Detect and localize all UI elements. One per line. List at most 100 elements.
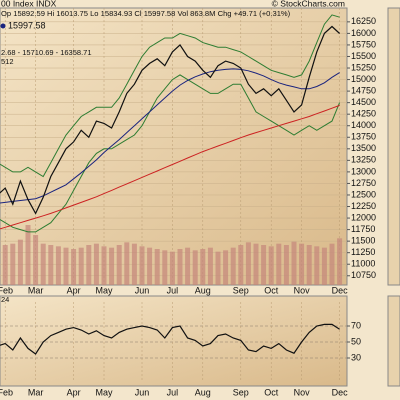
bb-label: 2.68 - 15710.69 - 16358.71 bbox=[1, 48, 92, 57]
volume-bar bbox=[177, 249, 183, 285]
x-tick-label: Dec bbox=[332, 285, 349, 295]
volume-bar bbox=[78, 247, 84, 285]
rsi-panel bbox=[0, 295, 348, 387]
x-tick-label: May bbox=[95, 387, 113, 397]
volume-bar bbox=[223, 250, 229, 285]
y-tick-label: 16000 bbox=[351, 28, 376, 38]
volume-bar bbox=[276, 243, 282, 285]
x-tick-label: Aug bbox=[195, 285, 211, 295]
copyright: © StockCharts.com bbox=[272, 0, 345, 8]
volume-bar bbox=[101, 246, 107, 285]
volume-bar bbox=[283, 245, 289, 285]
side-panel bbox=[387, 7, 400, 286]
volume-bar bbox=[33, 235, 39, 285]
volume-bar bbox=[124, 242, 130, 285]
volume-bar bbox=[306, 245, 312, 285]
volume-bar bbox=[48, 245, 54, 285]
y-tick-label: 70 bbox=[351, 320, 361, 330]
x-tick-label: Dec bbox=[332, 387, 349, 397]
volume-bar bbox=[169, 251, 175, 285]
volume-bar bbox=[147, 247, 153, 285]
volume-bar bbox=[268, 246, 274, 285]
volume-bar bbox=[337, 238, 343, 285]
y-tick-label: 11000 bbox=[351, 259, 375, 269]
volume-bar bbox=[321, 247, 327, 285]
x-tick-label: Feb bbox=[0, 285, 13, 295]
volume-bar bbox=[238, 245, 244, 285]
volume-bar bbox=[86, 245, 92, 285]
volume-bar bbox=[200, 249, 206, 285]
y-tick-label: 13250 bbox=[351, 155, 376, 165]
volume-bar bbox=[71, 249, 77, 285]
x-tick-label: Sep bbox=[233, 285, 249, 295]
y-tick-label: 13000 bbox=[351, 166, 376, 176]
y-tick-label: 11750 bbox=[351, 224, 375, 234]
y-tick-label: 15000 bbox=[351, 74, 376, 84]
y-tick-label: 12500 bbox=[351, 189, 376, 199]
volume-bar bbox=[17, 239, 23, 285]
volume-bar bbox=[215, 251, 221, 285]
series-line bbox=[0, 323, 340, 355]
y-tick-label: 16250 bbox=[351, 16, 376, 26]
volume-bar bbox=[207, 247, 213, 285]
series-line bbox=[0, 74, 341, 233]
volume-bar bbox=[116, 245, 122, 285]
x-tick-label: Oct bbox=[264, 387, 279, 397]
y-tick-label: 30 bbox=[351, 352, 361, 362]
x-tick-label: Jun bbox=[135, 387, 150, 397]
volume-bar bbox=[25, 225, 31, 285]
volume-bar bbox=[261, 245, 267, 285]
volume-bar bbox=[154, 249, 160, 285]
y-tick-label: 14000 bbox=[351, 120, 376, 130]
x-tick-label: Sep bbox=[233, 387, 249, 397]
volume-bar bbox=[314, 246, 320, 285]
y-tick-label: 14250 bbox=[351, 109, 376, 119]
x-tick-label: Mar bbox=[28, 387, 44, 397]
legend-dot bbox=[0, 23, 6, 29]
volume-bar bbox=[109, 247, 115, 285]
x-tick-label: Nov bbox=[294, 285, 311, 295]
y-tick-label: 50 bbox=[351, 336, 361, 346]
chart-title: 00 Index INDX bbox=[1, 0, 57, 8]
volume-bar bbox=[192, 250, 198, 285]
volume-bar bbox=[2, 245, 8, 285]
y-tick-label: 15250 bbox=[351, 62, 376, 72]
y-tick-label: 13750 bbox=[351, 132, 376, 142]
x-tick-label: Jun bbox=[135, 285, 150, 295]
y-tick-label: 12250 bbox=[351, 201, 376, 211]
volume-bar bbox=[10, 243, 16, 285]
series-line bbox=[0, 104, 340, 230]
x-tick-label: May bbox=[95, 285, 113, 295]
x-tick-label: Feb bbox=[0, 387, 13, 397]
volume-bar bbox=[63, 247, 69, 285]
volume-bar bbox=[131, 243, 137, 285]
x-tick-label: Aug bbox=[195, 387, 211, 397]
x-tick-label: Jul bbox=[167, 285, 179, 295]
y-tick-label: 11500 bbox=[351, 236, 375, 246]
volume-bar bbox=[253, 243, 259, 285]
volume-bar bbox=[185, 247, 191, 285]
x-tick-label: Mar bbox=[28, 285, 44, 295]
volume-bar bbox=[230, 247, 236, 285]
x-tick-label: Oct bbox=[264, 285, 279, 295]
last-price: 15997.58 bbox=[8, 20, 46, 30]
volume-bar bbox=[329, 243, 335, 285]
rsi-label: 24 bbox=[1, 295, 9, 304]
y-tick-label: 12000 bbox=[351, 212, 376, 222]
x-tick-label: Jul bbox=[167, 387, 179, 397]
volume-bar bbox=[55, 246, 61, 285]
x-tick-label: Nov bbox=[294, 387, 311, 397]
volume-bar bbox=[162, 250, 168, 285]
y-tick-label: 14750 bbox=[351, 85, 376, 95]
volume-bar bbox=[40, 243, 46, 285]
side-panel bbox=[387, 295, 400, 387]
volume-bar bbox=[299, 243, 305, 285]
y-tick-label: 15500 bbox=[351, 51, 376, 61]
y-tick-label: 13500 bbox=[351, 143, 376, 153]
price-panel bbox=[0, 7, 348, 286]
volume-bar bbox=[291, 241, 297, 285]
series-line bbox=[0, 68, 340, 204]
ohlc-header: Op 15892.59 Hi 16013.75 Lo 15834.93 Cl 1… bbox=[1, 9, 291, 18]
volume-bar bbox=[245, 242, 251, 285]
